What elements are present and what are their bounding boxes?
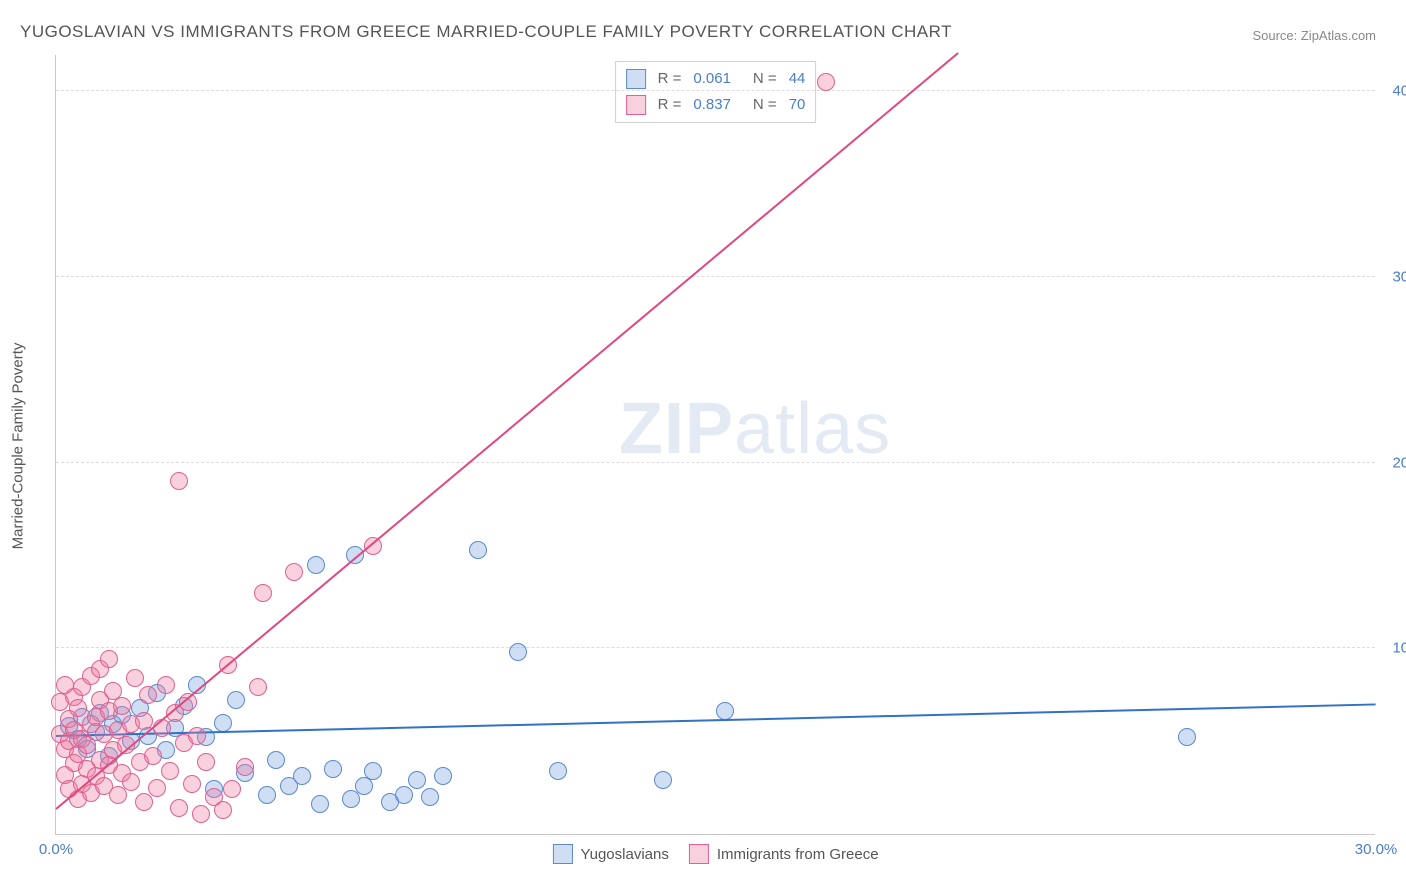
scatter-point [144,747,162,765]
chart-plot-area: ZIPatlas R =0.061N =44R =0.837N =70 Yugo… [55,55,1375,835]
y-axis-label: Married-Couple Family Poverty [10,343,27,550]
scatter-point [817,73,835,91]
scatter-point [100,650,118,668]
scatter-point [254,584,272,602]
legend-swatch [626,95,646,115]
legend-swatch [689,844,709,864]
scatter-point [267,751,285,769]
scatter-point [183,775,201,793]
scatter-point [153,719,171,737]
scatter-point [192,805,210,823]
legend-swatch [626,69,646,89]
scatter-point [307,556,325,574]
scatter-point [421,788,439,806]
scatter-point [227,691,245,709]
scatter-point [1178,728,1196,746]
y-tick-label: 40.0% [1380,83,1406,100]
scatter-point [509,643,527,661]
scatter-point [161,762,179,780]
scatter-point [139,686,157,704]
scatter-point [170,472,188,490]
gridline [56,647,1375,648]
scatter-point [214,714,232,732]
scatter-point [157,676,175,694]
scatter-point [716,702,734,720]
scatter-point [549,762,567,780]
scatter-point [197,753,215,771]
source-attribution: Source: ZipAtlas.com [1252,28,1376,43]
scatter-point [135,793,153,811]
legend-n-label: N = [753,66,777,92]
legend-series: Yugoslavians Immigrants from Greece [552,844,878,864]
legend-series-item: Yugoslavians [552,844,668,864]
gridline [56,276,1375,277]
scatter-point [126,669,144,687]
gridline [56,462,1375,463]
x-tick-label: 30.0% [1355,841,1398,858]
scatter-point [236,758,254,776]
legend-row: R = 0.061 N = 44 [626,66,806,92]
y-tick-label: 20.0% [1380,454,1406,471]
scatter-point [654,771,672,789]
legend-swatch [552,844,572,864]
scatter-point [69,699,87,717]
legend-n-label: N = [753,92,777,118]
scatter-point [293,767,311,785]
legend-r-label: R = [658,66,682,92]
legend-correlation: R = 0.061 N = 44 R = 0.837 N = 70 [615,61,817,123]
legend-r-value: 0.837 [693,92,731,118]
gridline [56,90,1375,91]
scatter-point [148,779,166,797]
legend-row: R = 0.837 N = 70 [626,92,806,118]
scatter-point [364,762,382,780]
scatter-point [113,697,131,715]
scatter-point [311,795,329,813]
scatter-point [285,563,303,581]
legend-series-label: Immigrants from Greece [717,846,879,863]
scatter-point [434,767,452,785]
y-tick-label: 10.0% [1380,640,1406,657]
scatter-point [249,678,267,696]
scatter-point [408,771,426,789]
scatter-point [170,799,188,817]
scatter-point [122,773,140,791]
legend-n-value: 70 [789,92,806,118]
regression-line [55,52,958,809]
scatter-point [188,727,206,745]
chart-title: YUGOSLAVIAN VS IMMIGRANTS FROM GREECE MA… [20,22,952,42]
scatter-point [258,786,276,804]
watermark: ZIPatlas [619,388,891,470]
legend-r-label: R = [658,92,682,118]
scatter-point [223,780,241,798]
scatter-point [214,801,232,819]
legend-series-label: Yugoslavians [580,846,668,863]
scatter-point [469,541,487,559]
x-tick-label: 0.0% [39,841,73,858]
scatter-point [395,786,413,804]
scatter-point [324,760,342,778]
y-tick-label: 30.0% [1380,268,1406,285]
scatter-point [78,736,96,754]
legend-r-value: 0.061 [693,66,731,92]
legend-n-value: 44 [789,66,806,92]
legend-series-item: Immigrants from Greece [689,844,879,864]
